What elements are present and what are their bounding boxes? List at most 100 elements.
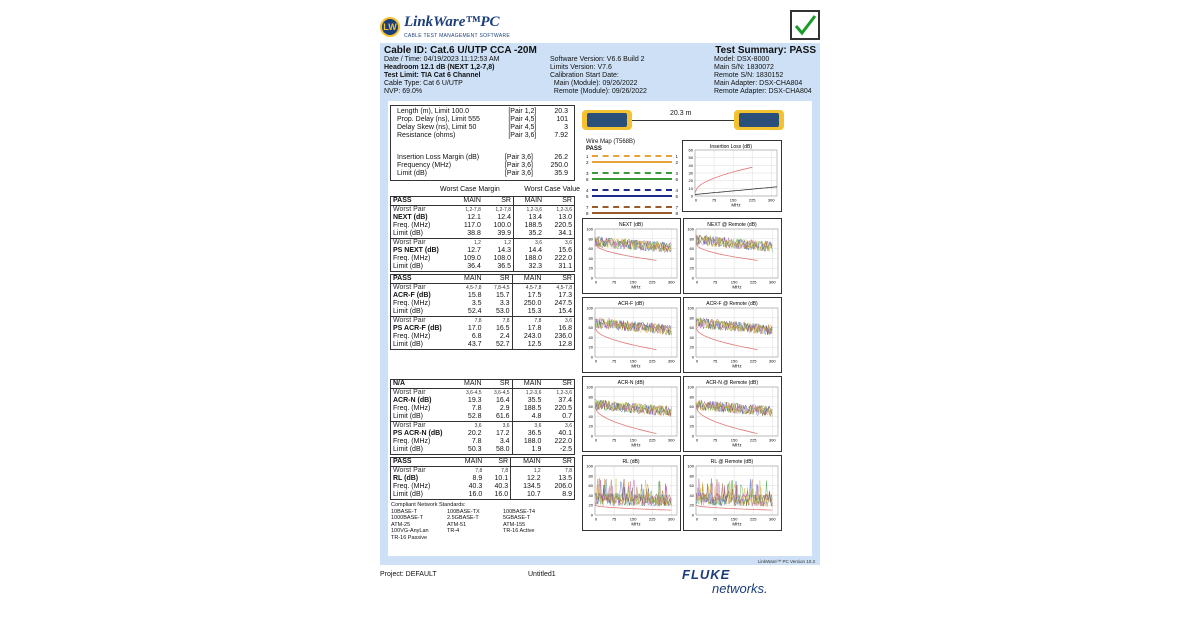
table-cell: 4,5-7,8 — [453, 283, 484, 292]
y-tick-label: 100 — [687, 227, 694, 232]
table-cell: 7,8 — [511, 316, 544, 325]
table-cell: Worst Pair — [391, 421, 453, 430]
y-tick-label: 40 — [690, 414, 695, 419]
table-row: Freq. (MHz) 7.8 3.4 188.0 222.0 — [391, 438, 574, 446]
table-cell: 188.0 — [512, 255, 545, 263]
wire-line — [592, 161, 672, 163]
x-tick-label: 150 — [630, 517, 637, 522]
x-tick-label: 0 — [696, 438, 699, 443]
table-cell: 52.7 — [495, 341, 510, 348]
table-cell: 36.5 — [497, 263, 511, 270]
y-tick-label: 20 — [589, 424, 594, 429]
measurement-trace — [594, 478, 672, 507]
network-standards: Compliant Network Standards: 10BASE-T 100… — [391, 502, 576, 541]
section-header-cell: SR — [499, 275, 510, 282]
wire-line — [592, 206, 672, 208]
y-tick-label: 40 — [689, 163, 694, 168]
table-cell: Worst Pair — [391, 205, 453, 214]
brand-top: FLUKE — [682, 567, 731, 582]
section-header-cell: PASS — [393, 197, 412, 204]
cell: [Pair 3,6] — [508, 132, 537, 139]
x-tick-label: 300 — [668, 359, 675, 364]
x-tick-label: 225 — [649, 280, 656, 285]
y-tick-label: 40 — [589, 414, 594, 419]
standard-item: 5GBASE-T — [503, 515, 531, 521]
y-tick-label: 30 — [689, 171, 694, 176]
x-tick-label: 300 — [769, 517, 776, 522]
x-tick-label: 225 — [649, 359, 656, 364]
x-axis-label: MHz — [731, 203, 741, 208]
cell: [Pair 4,5] — [508, 116, 537, 123]
insertion-loss-chart: Insertion Loss (dB) 60 50 40 30 20 10 0 0 75 150 22… — [682, 140, 782, 212]
table-row: Freq. (MHz) 3.5 3.3 250.0 247.5 — [391, 300, 574, 308]
chart-title: Insertion Loss (dB) — [710, 144, 752, 150]
summary-row: Length (m), Limit 100.0 [Pair 1,2] 20.3 — [395, 108, 570, 116]
table-cell: 7,8 — [542, 466, 574, 475]
table-cell: 15.6 — [558, 247, 572, 254]
table-cell: 12.2 — [510, 475, 543, 483]
summary-row: Prop. Delay (ns), Limit 555 [Pair 4,5] 101 — [395, 116, 570, 124]
table-row: RL (dB) 8.9 10.1 12.2 13.5 — [391, 475, 574, 483]
section-header-cell: MAIN — [512, 197, 545, 206]
y-tick-label: 20 — [690, 424, 695, 429]
table-cell: Limit (dB) — [393, 230, 423, 237]
y-tick-label: 40 — [690, 493, 695, 498]
y-tick-label: 100 — [586, 385, 593, 390]
table-cell: 17.3 — [558, 292, 572, 299]
table-row: Worst Pair 7,8 7,8 1,2 7,8 — [391, 466, 574, 475]
table-cell: 50.3 — [467, 446, 482, 453]
header-field: Remote S/N: 1830152 — [714, 72, 784, 79]
table-row: Worst Pair 1,2-7,8 1,2-7,8 1,2-3,6 1,2-3,6 — [391, 205, 574, 214]
table-cell: 3,6-4,5 — [453, 388, 484, 397]
table-row: Limit (dB) 52.8 61.6 4.8 0.7 — [391, 413, 574, 422]
table-cell: 12.1 — [467, 214, 481, 221]
cell: 101 — [556, 116, 568, 123]
y-tick-label: 80 — [589, 315, 594, 320]
standard-item: TR-4 — [447, 528, 460, 534]
table-cell: 1,2-3,6 — [543, 388, 574, 397]
y-tick-label: 40 — [589, 256, 594, 261]
measurement-trace — [695, 480, 773, 507]
table-cell: 4.8 — [511, 413, 544, 422]
y-tick-label: 0 — [692, 355, 695, 360]
measurement-trace — [695, 317, 773, 334]
summary-row: Delay Skew (ns), Limit 50 [Pair 4,5] 3 — [395, 124, 570, 132]
table-row: Worst Pair 7,8 7,8 7,8 3,6 — [391, 316, 574, 325]
table-cell: 1,2 — [510, 466, 543, 475]
table-cell: 17.0 — [467, 325, 482, 332]
cell: [Pair 3,6] — [504, 162, 533, 169]
x-tick-label: 225 — [649, 517, 656, 522]
limit-line — [594, 243, 657, 261]
header-field: NVP: 69.0% — [384, 88, 423, 95]
cell: [Pair 4,5] — [508, 124, 537, 131]
table-row: Freq. (MHz) 117.0 100.0 188.5 220.5 — [391, 222, 574, 230]
header-field: Cable Type: Cat 6 U/UTP — [384, 80, 463, 87]
standard-item: TR-16 Active — [503, 528, 535, 534]
cell: 20.3 — [554, 108, 568, 115]
x-tick-label: 300 — [769, 438, 776, 443]
x-tick-label: 225 — [750, 359, 757, 364]
table-cell: 2.4 — [499, 333, 510, 340]
chart-title: RL (dB) — [622, 459, 639, 465]
x-tick-label: 75 — [712, 198, 717, 203]
table-cell: 7.8 — [471, 405, 482, 412]
header-field: Date / Time: 04/19/2023 11:12:53 AM — [384, 56, 500, 63]
report-header: Cable ID: Cat.6 U/UTP CCA -20M Test Summ… — [384, 45, 816, 96]
cell: 26.2 — [554, 154, 568, 161]
header-field: Remote (Module): 09/26/2022 — [550, 88, 647, 95]
table-cell: 31.1 — [558, 263, 572, 270]
measurement-trace — [695, 399, 773, 417]
table-cell: Worst Pair — [391, 238, 453, 247]
table-cell: Worst Pair — [391, 466, 453, 475]
table-cell: 1,2-3,6 — [512, 205, 545, 214]
y-tick-label: 100 — [687, 306, 694, 311]
x-tick-label: 75 — [612, 280, 617, 285]
y-tick-label: 60 — [589, 483, 594, 488]
standard-item: 1000BASE-T — [391, 515, 424, 521]
table-cell: 15.4 — [558, 308, 572, 315]
measurement-trace — [594, 399, 672, 416]
x-tick-label: 75 — [612, 517, 617, 522]
table-cell: 12.5 — [511, 341, 544, 349]
